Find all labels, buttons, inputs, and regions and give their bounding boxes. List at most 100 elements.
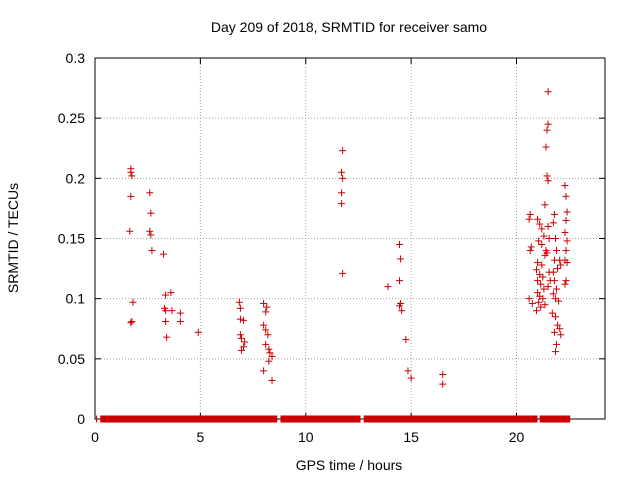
data-point	[534, 259, 542, 267]
data-point	[126, 227, 134, 235]
data-point	[235, 298, 243, 306]
data-point	[396, 302, 404, 310]
data-point	[554, 321, 562, 329]
data-point	[266, 349, 274, 357]
baseline-segment	[280, 415, 361, 423]
data-point	[550, 210, 558, 218]
data-point	[544, 283, 552, 291]
data-point	[176, 318, 184, 326]
data-point	[541, 301, 549, 309]
data-point	[561, 228, 569, 236]
data-point	[537, 303, 545, 311]
data-point	[407, 374, 415, 382]
data-point	[528, 299, 536, 307]
data-point	[404, 367, 412, 375]
data-point	[543, 172, 551, 180]
data-point	[127, 192, 135, 200]
data-point	[539, 295, 547, 303]
data-point	[159, 250, 167, 258]
data-point	[551, 313, 559, 321]
baseline-segment	[539, 415, 571, 423]
data-point	[544, 88, 552, 96]
data-point	[127, 319, 135, 327]
data-point	[147, 231, 155, 239]
data-point	[544, 177, 552, 185]
data-point	[147, 209, 155, 217]
data-point	[162, 318, 170, 326]
data-point	[163, 333, 171, 341]
data-point	[562, 277, 570, 285]
data-point	[338, 168, 346, 176]
data-point	[338, 189, 346, 197]
data-point	[544, 222, 552, 230]
data-point	[548, 309, 556, 317]
data-point	[439, 370, 447, 378]
data-point	[562, 216, 570, 224]
data-point	[545, 235, 553, 242]
data-point	[538, 261, 546, 269]
y-tick-label: 0.25	[58, 110, 85, 126]
data-point	[146, 189, 154, 197]
x-axis-label: GPS time / hours	[296, 457, 403, 473]
data-point	[167, 289, 175, 297]
data-point	[439, 380, 447, 388]
data-point	[241, 338, 249, 346]
data-point	[535, 237, 543, 245]
data-point	[168, 307, 176, 315]
data-points	[126, 88, 571, 388]
data-point	[176, 309, 184, 317]
data-point	[339, 174, 347, 182]
data-point	[402, 336, 410, 344]
data-point	[557, 331, 565, 339]
y-tick-label: 0.15	[58, 231, 85, 247]
data-point	[236, 304, 244, 312]
data-point	[262, 308, 270, 316]
data-point	[236, 315, 244, 323]
data-point	[236, 331, 244, 339]
data-point	[194, 328, 202, 336]
data-point	[265, 357, 273, 365]
y-ticks: 0 0.05 0.1 0.15 0.2 0.25 0.3	[58, 50, 605, 427]
data-point	[549, 290, 557, 298]
data-point	[339, 269, 347, 277]
data-point	[260, 299, 268, 307]
data-point	[543, 249, 551, 257]
y-tick-label: 0.3	[66, 50, 86, 66]
data-point	[555, 297, 563, 305]
data-point	[550, 277, 558, 285]
y-tick-label: 0.05	[58, 351, 85, 367]
baseline-series	[96, 415, 571, 423]
data-point	[148, 247, 156, 255]
data-point	[562, 247, 570, 255]
data-point	[534, 215, 542, 223]
data-point	[526, 247, 534, 255]
data-point	[162, 291, 170, 299]
data-point	[526, 210, 534, 218]
x-tick-label: 10	[298, 429, 314, 445]
data-point	[561, 280, 569, 288]
data-point	[339, 147, 347, 155]
data-point	[538, 225, 546, 233]
data-point	[563, 259, 571, 267]
data-point	[563, 208, 571, 216]
data-point	[384, 283, 392, 291]
data-point	[240, 343, 248, 351]
grid	[95, 58, 605, 419]
data-point	[553, 285, 561, 293]
data-point	[536, 220, 544, 228]
y-tick-label: 0.1	[66, 291, 86, 307]
data-point	[262, 340, 270, 348]
data-point	[553, 340, 561, 348]
data-point	[265, 345, 273, 353]
x-tick-label: 20	[509, 429, 525, 445]
data-point	[539, 273, 547, 281]
data-point	[549, 268, 557, 276]
data-point	[550, 328, 558, 336]
data-point	[561, 182, 569, 190]
data-point	[557, 261, 565, 269]
data-point	[264, 331, 272, 339]
data-point	[540, 285, 548, 293]
x-tick-label: 15	[403, 429, 419, 445]
x-ticks: 0 5 10 15 20	[91, 58, 524, 445]
data-point	[260, 321, 268, 329]
